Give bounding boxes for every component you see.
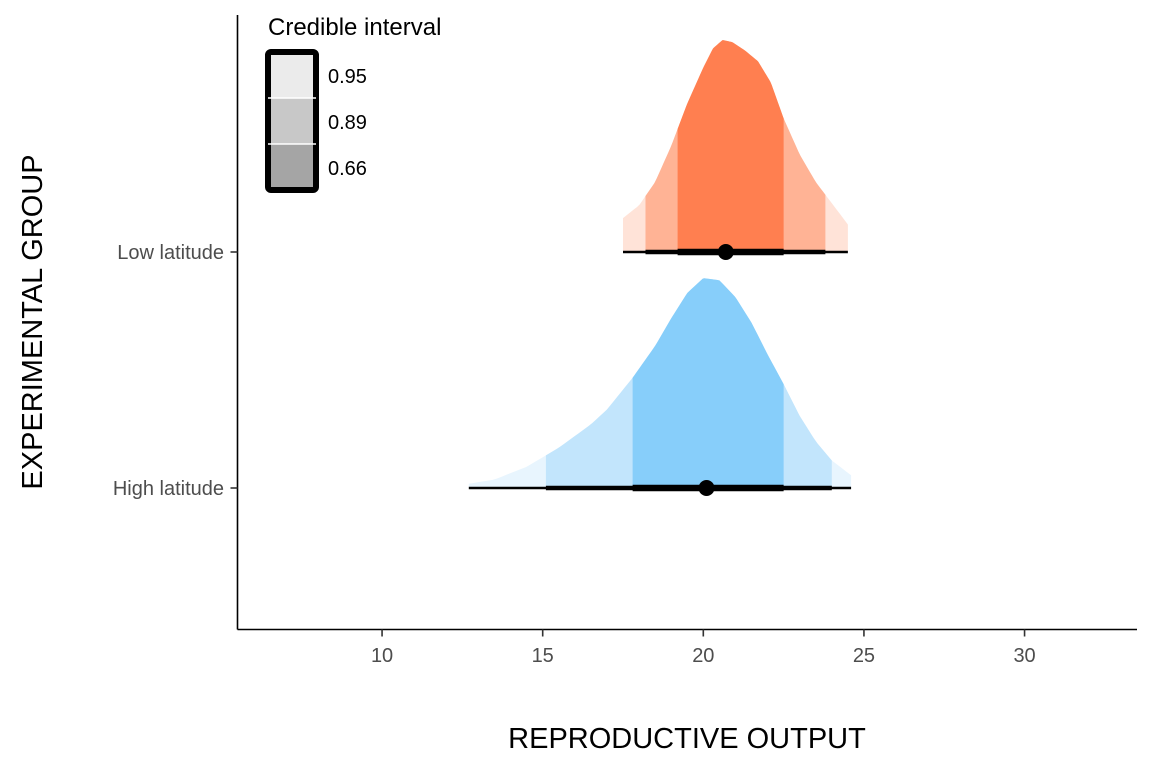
x-tick-label: 15: [532, 645, 554, 667]
y-axis-title: EXPERIMENTAL GROUP: [17, 154, 49, 489]
legend-swatch: [268, 98, 316, 144]
y-tick-label: High latitude: [113, 478, 224, 500]
legend-title: Credible interval: [268, 14, 441, 41]
legend-label: 0.95: [328, 66, 367, 88]
x-axis-title: REPRODUCTIVE OUTPUT: [508, 723, 866, 755]
legend-key-border: [265, 49, 319, 193]
density-band-66: [632, 278, 784, 488]
x-tick-label: 20: [692, 645, 714, 667]
density-band-66: [677, 40, 784, 252]
x-tick-label: 10: [371, 645, 393, 667]
x-tick-label: 25: [853, 645, 875, 667]
legend-label: 0.66: [328, 158, 367, 180]
legend-swatch: [268, 144, 316, 190]
point-estimate: [717, 244, 734, 260]
series-low-latitude: [623, 40, 848, 260]
x-axis-ticks: 10 15 20 25 30: [371, 629, 1036, 667]
series-high-latitude: [468, 278, 852, 496]
y-axis-ticks: High latitude Low latitude: [113, 242, 238, 500]
legend-label: 0.89: [328, 112, 367, 134]
plot-area: [468, 40, 852, 496]
y-tick-label: Low latitude: [117, 242, 224, 264]
point-estimate: [698, 480, 715, 496]
legend-swatch: [268, 52, 316, 98]
legend: Credible interval 0.95 0.89 0.66: [265, 14, 441, 193]
x-tick-label: 30: [1013, 645, 1035, 667]
